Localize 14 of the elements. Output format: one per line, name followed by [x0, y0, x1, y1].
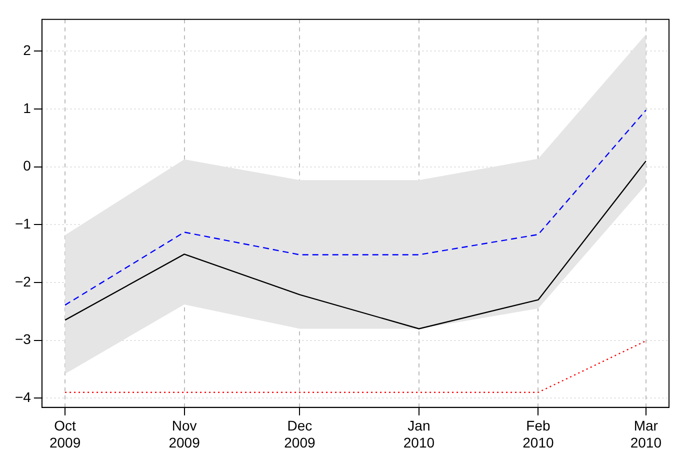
x-tick-label: Mar 2010: [630, 418, 662, 450]
x-tick-label: Jan 2010: [403, 418, 435, 450]
x-tick-label: Dec 2009: [284, 418, 316, 450]
x-tick-label: Nov 2009: [168, 418, 200, 450]
y-tick-label: −4: [14, 389, 32, 406]
y-tick-label: −3: [14, 331, 32, 348]
y-tick-label: −1: [14, 216, 32, 232]
x-tick-label: Feb 2010: [522, 418, 554, 450]
x-tick-label: Oct 2009: [49, 418, 81, 450]
line-series: [64, 110, 647, 306]
y-tick-label: −2: [14, 273, 32, 290]
y-tick-label: 1: [23, 100, 32, 116]
y-tick-label: 0: [23, 158, 32, 174]
y-tick-label: 2: [23, 42, 32, 58]
